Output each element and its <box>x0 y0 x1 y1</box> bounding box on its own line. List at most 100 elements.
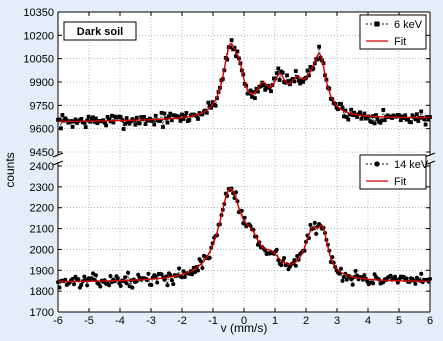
data-point <box>336 107 340 112</box>
x-tick-label: 3 <box>334 315 340 327</box>
data-point <box>342 114 346 119</box>
data-point <box>91 115 95 120</box>
data-point <box>105 115 110 119</box>
data-point <box>247 91 251 96</box>
data-point <box>200 266 205 270</box>
data-point <box>70 125 75 129</box>
data-point <box>127 121 132 126</box>
data-point <box>181 269 186 274</box>
data-point <box>133 122 138 127</box>
data-point <box>359 116 364 121</box>
data-point <box>200 112 205 117</box>
legend-bottom: 14 keV Fit <box>359 154 429 190</box>
fit-curve-panel-1 <box>58 42 430 123</box>
data-point <box>274 71 279 76</box>
data-point <box>276 66 281 71</box>
data-point <box>378 120 383 125</box>
data-point <box>159 272 164 277</box>
data-point <box>235 49 240 54</box>
data-point <box>181 117 186 121</box>
data-point <box>358 110 362 115</box>
data-point <box>137 121 142 126</box>
data-point <box>210 100 215 105</box>
data-point <box>372 121 377 126</box>
data-point <box>355 115 359 119</box>
data-point <box>196 117 200 121</box>
data-point <box>256 89 260 94</box>
data-point <box>369 120 374 124</box>
data-point <box>253 96 257 100</box>
data-point <box>292 79 297 84</box>
data-point <box>286 79 291 84</box>
data-point <box>341 275 346 279</box>
data-point <box>83 125 88 129</box>
data-point <box>94 116 98 121</box>
legend-top-data-label: 6 keV <box>394 19 423 31</box>
data-point <box>73 117 78 122</box>
data-point <box>139 115 144 119</box>
x-tick-label: -6 <box>53 315 63 327</box>
data-point <box>86 114 91 119</box>
data-point <box>162 111 167 116</box>
data-point <box>146 118 151 123</box>
legend-top: 6 keV Fit <box>359 14 427 50</box>
data-point <box>92 120 97 124</box>
y-tick-label: 9600 <box>30 124 54 136</box>
data-point <box>317 44 321 49</box>
x-tick-label: -2 <box>177 315 187 327</box>
data-point <box>327 86 332 91</box>
data-point <box>362 111 367 116</box>
data-point <box>102 120 107 125</box>
data-point <box>168 272 173 277</box>
data-point <box>419 109 424 114</box>
data-point <box>89 276 94 281</box>
data-point <box>79 117 84 121</box>
data-point <box>371 281 376 286</box>
sample-label-box: Dark soil <box>63 21 137 41</box>
data-point <box>353 269 358 273</box>
data-point <box>63 277 68 282</box>
data-point <box>295 254 300 258</box>
y-tick-label: 2000 <box>30 244 54 256</box>
axis-break-mark <box>424 160 436 166</box>
y-tick-label: 2100 <box>30 224 54 236</box>
data-point <box>307 73 311 78</box>
data-point <box>263 87 268 92</box>
data-point <box>273 76 278 81</box>
data-point <box>82 274 87 279</box>
data-point <box>60 113 65 117</box>
data-point <box>206 100 211 105</box>
x-axis-label: v (mm/s) <box>221 321 268 335</box>
data-point <box>352 110 356 115</box>
data-point <box>158 119 162 123</box>
data-point <box>148 116 152 121</box>
data-point <box>225 57 230 62</box>
data-point <box>311 66 316 71</box>
data-point <box>426 117 431 122</box>
data-point <box>196 268 200 273</box>
data-point <box>346 117 351 122</box>
data-point <box>167 114 171 119</box>
data-point <box>70 276 75 281</box>
legend-circle-marker <box>374 161 380 167</box>
data-point <box>187 118 192 122</box>
data-point <box>339 266 343 271</box>
data-point <box>403 113 408 118</box>
y-tick-label: 2400 <box>30 161 54 173</box>
data-point <box>115 276 120 281</box>
data-point <box>390 116 394 120</box>
data-point <box>401 274 406 279</box>
data-point <box>315 57 320 62</box>
data-point <box>177 266 182 271</box>
data-point <box>126 270 130 275</box>
data-point <box>134 115 139 120</box>
data-point <box>415 112 419 117</box>
data-point <box>409 120 413 125</box>
data-point <box>349 277 354 282</box>
data-point <box>347 112 352 117</box>
data-point <box>118 284 123 288</box>
y-tick-label: 10200 <box>23 30 54 42</box>
data-point <box>232 45 237 50</box>
data-point <box>111 120 116 125</box>
